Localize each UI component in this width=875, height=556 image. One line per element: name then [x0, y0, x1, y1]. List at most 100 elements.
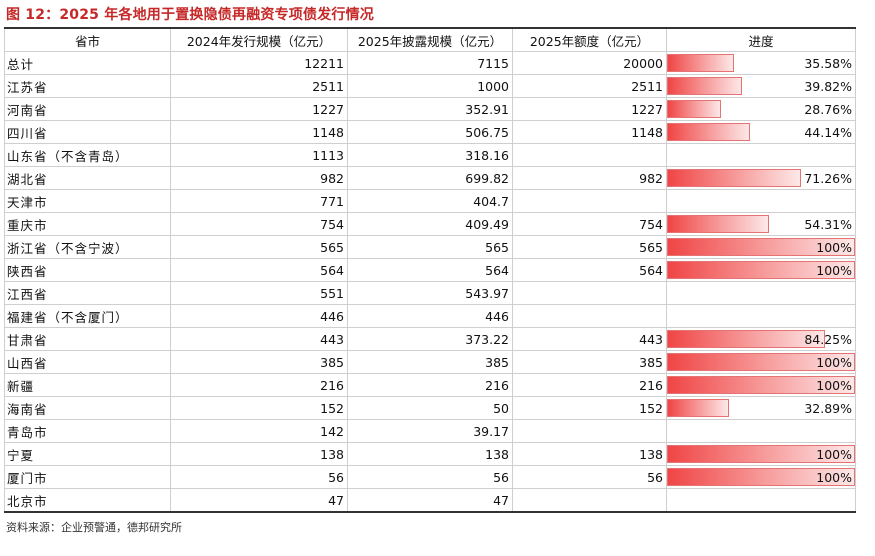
issued-2024-cell: 2511	[170, 74, 348, 98]
table-row: 江苏省 2511 1000 2511 39.82%	[4, 74, 856, 98]
progress-label: 44.14%	[804, 124, 852, 140]
header-province: 省市	[4, 27, 171, 52]
issued-2024-cell: 443	[170, 327, 348, 351]
disclosed-2025-cell: 138	[347, 442, 513, 466]
progress-label: 84.25%	[804, 331, 852, 347]
quota-2025-cell: 138	[512, 442, 667, 466]
table-row: 四川省 1148 506.75 1148 44.14%	[4, 120, 856, 144]
progress-label: 100%	[816, 469, 852, 485]
progress-bar	[667, 100, 722, 118]
province-cell: 湖北省	[4, 166, 171, 190]
table-row: 山西省 385 385 385 100%	[4, 350, 856, 374]
progress-cell: 71.26%	[666, 166, 856, 190]
progress-label: 100%	[816, 262, 852, 278]
table-row: 新疆 216 216 216 100%	[4, 373, 856, 397]
table-row: 宁夏 138 138 138 100%	[4, 442, 856, 466]
disclosed-2025-cell: 446	[347, 304, 513, 328]
province-cell: 江苏省	[4, 74, 171, 98]
province-cell: 海南省	[4, 396, 171, 420]
progress-label: 32.89%	[804, 400, 852, 416]
quota-2025-cell: 565	[512, 235, 667, 259]
province-cell: 福建省（不含厦门）	[4, 304, 171, 328]
progress-cell	[666, 304, 856, 328]
quota-2025-cell: 56	[512, 465, 667, 489]
issued-2024-cell: 142	[170, 419, 348, 443]
disclosed-2025-cell: 543.97	[347, 281, 513, 305]
progress-bar	[667, 54, 734, 72]
issued-2024-cell: 551	[170, 281, 348, 305]
progress-cell	[666, 488, 856, 513]
header-quota-2025: 2025年额度（亿元）	[512, 27, 667, 52]
issued-2024-cell: 754	[170, 212, 348, 236]
header-issued-2024: 2024年发行规模（亿元）	[170, 27, 348, 52]
disclosed-2025-cell: 47	[347, 488, 513, 513]
progress-cell	[666, 189, 856, 213]
province-cell: 天津市	[4, 189, 171, 213]
province-cell: 重庆市	[4, 212, 171, 236]
quota-2025-cell: 564	[512, 258, 667, 282]
issued-2024-cell: 385	[170, 350, 348, 374]
progress-bar	[667, 330, 826, 348]
progress-cell: 100%	[666, 442, 856, 466]
province-cell: 江西省	[4, 281, 171, 305]
progress-bar	[667, 376, 855, 394]
quota-2025-cell: 754	[512, 212, 667, 236]
disclosed-2025-cell: 565	[347, 235, 513, 259]
quota-2025-cell: 443	[512, 327, 667, 351]
table-row: 河南省 1227 352.91 1227 28.76%	[4, 97, 856, 121]
disclosed-2025-cell: 409.49	[347, 212, 513, 236]
table-row: 浙江省（不含宁波） 565 565 565 100%	[4, 235, 856, 259]
disclosed-2025-cell: 50	[347, 396, 513, 420]
progress-bar	[667, 399, 729, 417]
province-cell: 总计	[4, 51, 171, 75]
table-row: 海南省 152 50 152 32.89%	[4, 396, 856, 420]
quota-2025-cell: 2511	[512, 74, 667, 98]
progress-cell: 100%	[666, 350, 856, 374]
issued-2024-cell: 565	[170, 235, 348, 259]
table-row: 江西省 551 543.97	[4, 281, 856, 305]
progress-cell: 54.31%	[666, 212, 856, 236]
progress-bar	[667, 123, 750, 141]
progress-label: 35.58%	[804, 55, 852, 71]
disclosed-2025-cell: 56	[347, 465, 513, 489]
progress-label: 100%	[816, 377, 852, 393]
issued-2024-cell: 446	[170, 304, 348, 328]
table-row: 北京市 47 47	[4, 488, 856, 513]
issued-2024-cell: 982	[170, 166, 348, 190]
progress-cell: 100%	[666, 258, 856, 282]
figure-title: 图 12：2025 年各地用于置换隐债再融资专项债发行情况	[6, 7, 374, 23]
header-disclosed-2025: 2025年披露规模（亿元）	[347, 27, 513, 52]
quota-2025-cell: 1227	[512, 97, 667, 121]
province-cell: 甘肃省	[4, 327, 171, 351]
progress-cell: 84.25%	[666, 327, 856, 351]
table-row: 甘肃省 443 373.22 443 84.25%	[4, 327, 856, 351]
progress-cell: 35.58%	[666, 51, 856, 75]
table-row: 厦门市 56 56 56 100%	[4, 465, 856, 489]
progress-cell	[666, 281, 856, 305]
province-cell: 陕西省	[4, 258, 171, 282]
province-cell: 新疆	[4, 373, 171, 397]
issued-2024-cell: 152	[170, 396, 348, 420]
province-cell: 青岛市	[4, 419, 171, 443]
disclosed-2025-cell: 699.82	[347, 166, 513, 190]
table-row: 天津市 771 404.7	[4, 189, 856, 213]
quota-2025-cell	[512, 143, 667, 167]
quota-2025-cell: 1148	[512, 120, 667, 144]
quota-2025-cell	[512, 304, 667, 328]
progress-bar	[667, 445, 855, 463]
progress-label: 71.26%	[804, 170, 852, 186]
table-row: 总计 12211 7115 20000 35.58%	[4, 51, 856, 75]
disclosed-2025-cell: 564	[347, 258, 513, 282]
issued-2024-cell: 12211	[170, 51, 348, 75]
progress-cell: 100%	[666, 235, 856, 259]
table-row: 陕西省 564 564 564 100%	[4, 258, 856, 282]
table-row: 湖北省 982 699.82 982 71.26%	[4, 166, 856, 190]
disclosed-2025-cell: 1000	[347, 74, 513, 98]
province-cell: 河南省	[4, 97, 171, 121]
disclosed-2025-cell: 373.22	[347, 327, 513, 351]
disclosed-2025-cell: 352.91	[347, 97, 513, 121]
province-cell: 山西省	[4, 350, 171, 374]
source-note: 资料来源：企业预警通，德邦研究所	[6, 521, 182, 534]
progress-bar	[667, 238, 855, 256]
progress-cell	[666, 419, 856, 443]
